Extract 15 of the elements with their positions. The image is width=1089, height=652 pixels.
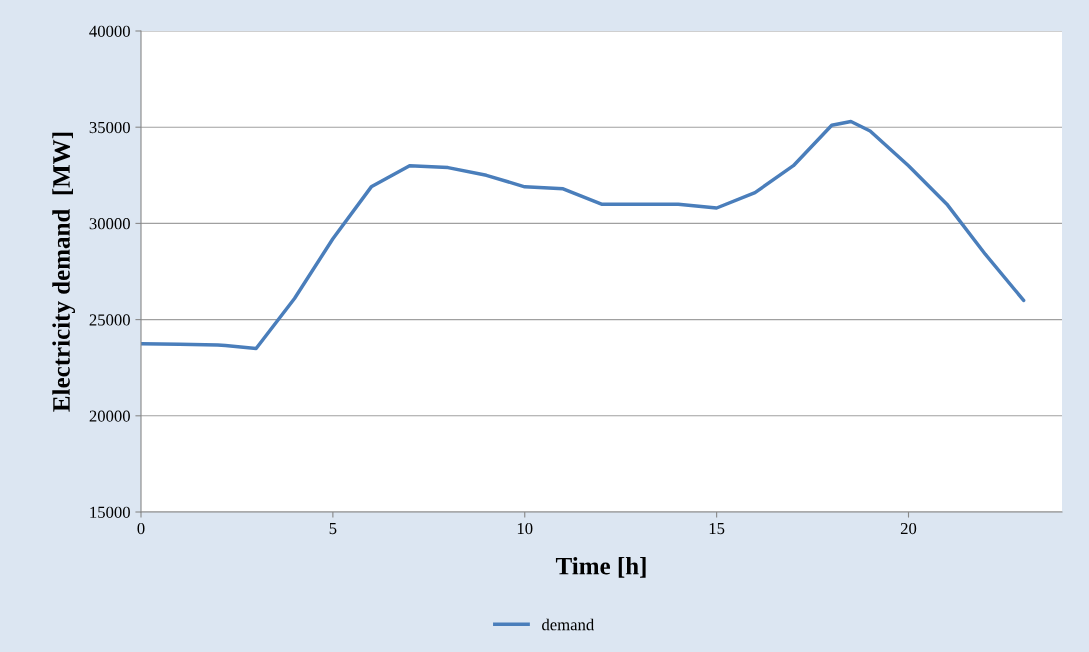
y-tick-label: 15000 [90,506,130,518]
y-tick-label: 25000 [89,314,130,326]
x-tick-label: 10 [517,522,533,535]
y-axis-title: Electricity demand [MW] [52,132,76,412]
y-tick-label: 20000 [89,410,130,422]
x-tick-label: 5 [329,523,337,535]
line-series [141,119,1026,351]
x-tick-label: 15 [709,522,725,535]
legend-label: demand [542,618,595,631]
y-tick-label: 40000 [89,25,130,37]
x-tick-label: 20 [900,522,917,535]
y-tick-label: 30000 [89,218,130,230]
x-tick-label: 0 [137,522,145,535]
y-tick-label: 35000 [89,121,130,134]
x-axis-title: Time [h] [555,556,646,578]
